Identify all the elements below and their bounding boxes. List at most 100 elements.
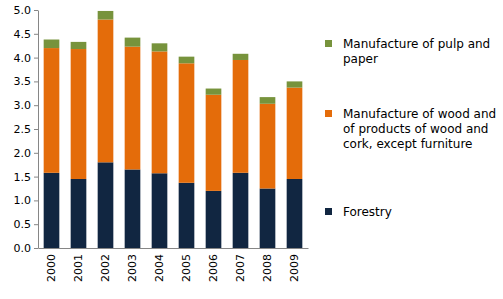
bar xyxy=(233,54,249,60)
tick: 2003 xyxy=(126,254,139,282)
bar xyxy=(44,40,60,49)
tick: 2001 xyxy=(72,254,85,282)
tick: 2000 xyxy=(45,254,58,282)
tick-label: 5.0 xyxy=(14,4,32,17)
tick: 2006 xyxy=(207,254,220,282)
tick: 1.5 xyxy=(14,171,39,184)
tick-mark xyxy=(34,34,38,35)
tick-label: 2008 xyxy=(261,254,274,282)
tick-mark xyxy=(34,200,38,201)
tick-label: 4.5 xyxy=(14,28,32,41)
bar xyxy=(98,11,114,20)
bar xyxy=(152,43,168,51)
bars xyxy=(44,11,303,248)
bar xyxy=(152,173,168,248)
tick: 4.0 xyxy=(14,52,39,65)
tick-label: 4.0 xyxy=(14,52,32,65)
tick-label: 2.0 xyxy=(14,147,32,160)
bar xyxy=(206,191,222,248)
x-axis: 2000 2001 2002 2003 2004 2005 2006 2007 2008 2009 xyxy=(39,249,309,283)
legend-item: Manufacture of pulp andpaper xyxy=(325,37,490,66)
legend-swatch xyxy=(325,208,332,215)
legend-label: Manufacture of pulp andpaper xyxy=(343,37,490,66)
bar xyxy=(125,47,141,170)
tick-label: 2.5 xyxy=(14,123,32,136)
bar xyxy=(260,104,276,189)
bar xyxy=(44,48,60,173)
legend: Manufacture of pulp andpaper Manufacture … xyxy=(325,37,496,219)
tick: 5.0 xyxy=(14,4,39,17)
tick-label: 3.5 xyxy=(14,75,32,88)
tick-mark xyxy=(34,81,38,82)
tick-label: 2004 xyxy=(153,254,166,282)
bar xyxy=(71,179,87,248)
legend-label: Manufacture of wood andof products of wo… xyxy=(343,107,496,151)
tick: 1.0 xyxy=(14,194,39,207)
tick-label: 0.0 xyxy=(14,242,32,255)
legend-item: Manufacture of wood andof products of wo… xyxy=(325,107,496,151)
bar xyxy=(179,63,195,182)
bar xyxy=(98,162,114,248)
tick-mark xyxy=(34,153,38,154)
tick: 4.5 xyxy=(14,28,39,41)
tick: 2009 xyxy=(288,254,301,282)
tick-label: 1.5 xyxy=(14,171,32,184)
bar xyxy=(260,189,276,249)
legend-item: Forestry xyxy=(325,205,392,219)
tick-mark xyxy=(34,105,38,106)
plot: 0.00.51.01.52.02.53.03.54.04.55.02000200… xyxy=(14,4,309,282)
tick-label: 1.0 xyxy=(14,194,32,207)
tick-mark xyxy=(34,224,38,225)
series xyxy=(44,11,303,104)
tick-mark xyxy=(34,58,38,59)
bar xyxy=(152,51,168,173)
bar xyxy=(206,89,222,95)
tick: 0.0 xyxy=(14,242,39,255)
bar xyxy=(233,173,249,248)
bar xyxy=(287,179,303,248)
tick-label: 3.0 xyxy=(14,99,32,112)
tick-label: 2001 xyxy=(72,254,85,282)
bar xyxy=(125,169,141,248)
legend-label: Forestry xyxy=(343,205,392,219)
bar xyxy=(179,183,195,248)
tick-label: 2009 xyxy=(288,254,301,282)
chart: 0.00.51.01.52.02.53.03.54.04.55.02000200… xyxy=(0,0,503,299)
bar xyxy=(71,49,87,179)
bar xyxy=(179,57,195,64)
bar xyxy=(287,81,303,87)
tick-label: 2002 xyxy=(99,254,112,282)
bar xyxy=(98,20,114,163)
tick-label: 2000 xyxy=(45,254,58,282)
tick-mark xyxy=(34,177,38,178)
tick: 2008 xyxy=(261,254,274,282)
tick: 3.0 xyxy=(14,99,39,112)
tick-label: 2007 xyxy=(234,254,247,282)
tick-mark xyxy=(34,10,38,11)
axis-line xyxy=(39,248,309,249)
bar xyxy=(260,97,276,104)
legend-swatch xyxy=(325,110,332,117)
tick: 2004 xyxy=(153,254,166,282)
series xyxy=(44,20,303,191)
bar xyxy=(71,42,87,49)
tick: 2.5 xyxy=(14,123,39,136)
bar xyxy=(233,60,249,173)
tick-label: 2006 xyxy=(207,254,220,282)
tick-mark xyxy=(34,248,38,249)
tick: 0.5 xyxy=(14,218,39,231)
bar xyxy=(44,173,60,248)
axis-line xyxy=(38,11,39,249)
tick-label: 2005 xyxy=(180,254,193,282)
tick: 2002 xyxy=(99,254,112,282)
bar xyxy=(125,38,141,47)
bar xyxy=(206,95,222,191)
tick: 3.5 xyxy=(14,75,39,88)
tick: 2005 xyxy=(180,254,193,282)
tick: 2007 xyxy=(234,254,247,282)
legend-swatch xyxy=(325,40,332,47)
bar xyxy=(287,88,303,179)
y-axis: 0.0 0.5 1.0 1.5 2.0 2.5 3.0 3.5 4.0 4.5 5.0 xyxy=(14,4,39,255)
tick-label: 2003 xyxy=(126,254,139,282)
tick: 2.0 xyxy=(14,147,39,160)
